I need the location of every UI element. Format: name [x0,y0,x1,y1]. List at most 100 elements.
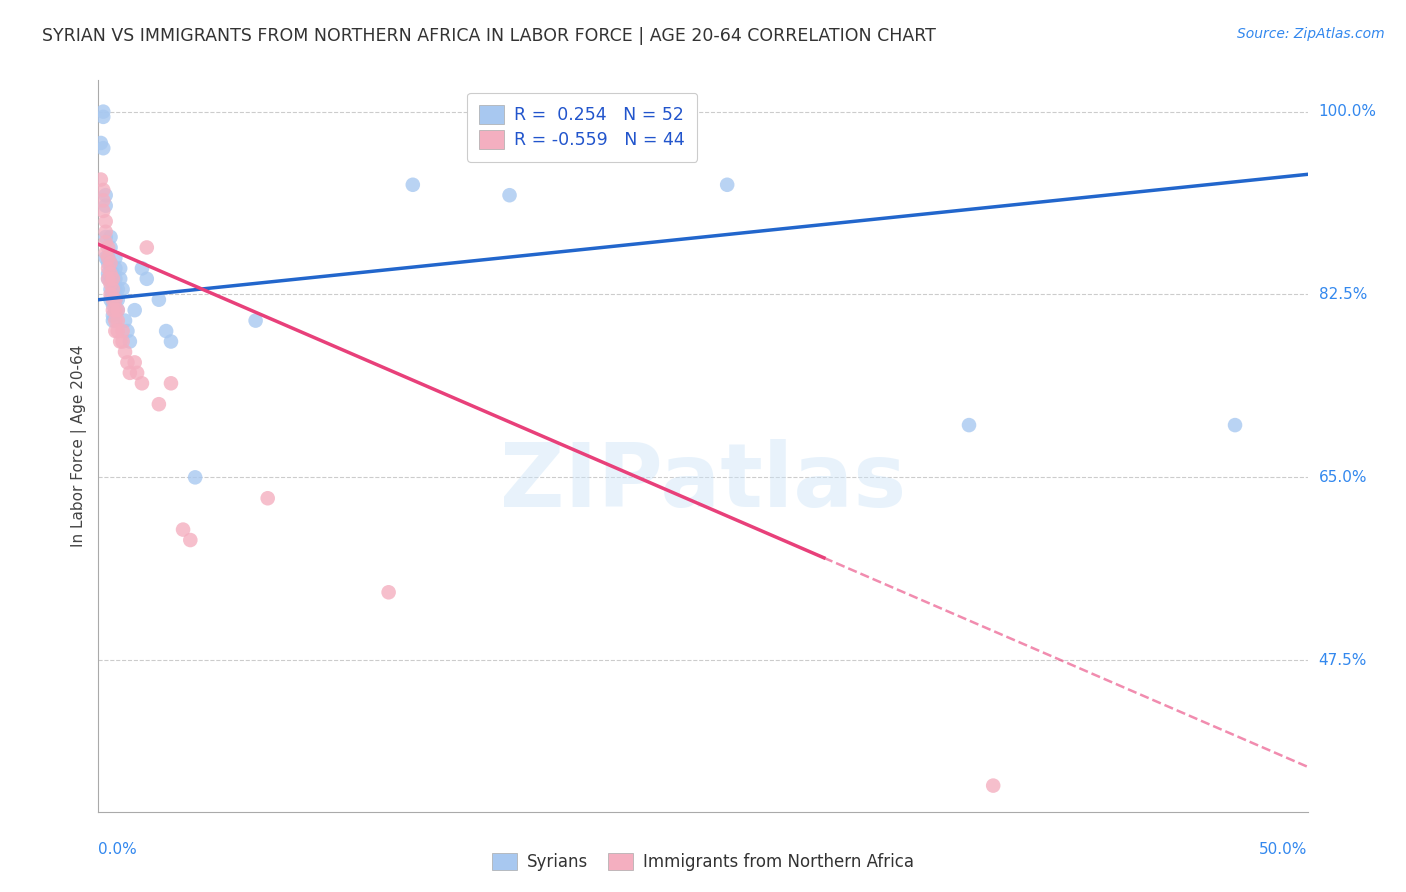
Legend: R =  0.254   N = 52, R = -0.559   N = 44: R = 0.254 N = 52, R = -0.559 N = 44 [467,93,697,161]
Point [256,491,278,506]
Legend: Syrians, Immigrants from Northern Africa: Syrians, Immigrants from Northern Africa [484,845,922,880]
Point [1223,418,1246,433]
Point [91,110,114,124]
Point [108,261,131,276]
Point [94,214,117,228]
Point [179,533,201,547]
Point [117,355,139,369]
Text: 100.0%: 100.0% [1319,104,1376,120]
Text: 50.0%: 50.0% [1260,842,1308,857]
Point [91,104,114,119]
Point [148,397,170,411]
Point [981,779,1004,793]
Point [101,272,124,286]
Point [104,293,127,307]
Point [100,256,122,270]
Point [107,303,129,318]
Point [104,303,127,318]
Point [100,277,122,291]
Point [135,240,157,254]
Point [402,178,425,192]
Point [118,366,141,380]
Point [100,256,122,270]
Point [100,267,122,281]
Point [104,324,127,338]
Point [118,334,141,349]
Text: ZIPatlas: ZIPatlas [501,439,905,526]
Point [101,287,124,301]
Point [104,261,127,276]
Text: 65.0%: 65.0% [1319,470,1367,485]
Point [111,334,134,349]
Point [111,324,134,338]
Point [104,282,127,296]
Point [184,470,207,484]
Point [104,272,127,286]
Point [101,293,124,307]
Point [94,225,117,239]
Point [101,267,124,281]
Point [131,261,153,276]
Point [127,366,149,380]
Point [107,313,129,327]
Point [155,324,177,338]
Point [124,355,146,369]
Point [97,256,120,270]
Point [124,303,146,318]
Point [94,188,117,202]
Point [104,251,127,265]
Point [135,272,157,286]
Point [172,523,194,537]
Point [97,251,120,265]
Point [108,272,131,286]
Point [91,183,114,197]
Point [160,376,183,391]
Point [97,267,120,281]
Point [97,272,120,286]
Point [101,303,124,318]
Point [498,188,520,202]
Point [148,293,170,307]
Point [104,303,127,318]
Text: 47.5%: 47.5% [1319,653,1367,668]
Point [101,313,124,327]
Point [91,141,114,155]
Point [100,272,122,286]
Text: Source: ZipAtlas.com: Source: ZipAtlas.com [1237,27,1385,41]
Point [91,203,114,218]
Text: 82.5%: 82.5% [1319,287,1367,302]
Point [114,313,136,327]
Point [100,230,122,244]
Point [94,235,117,250]
Point [100,287,122,301]
Point [97,251,120,265]
Point [131,376,153,391]
Y-axis label: In Labor Force | Age 20-64: In Labor Force | Age 20-64 [72,345,87,547]
Point [97,272,120,286]
Point [107,303,129,318]
Point [107,282,129,296]
Point [101,309,124,323]
Point [90,172,112,186]
Point [94,230,117,244]
Point [97,240,120,254]
Point [100,240,122,254]
Text: SYRIAN VS IMMIGRANTS FROM NORTHERN AFRICA IN LABOR FORCE | AGE 20-64 CORRELATION: SYRIAN VS IMMIGRANTS FROM NORTHERN AFRIC… [42,27,936,45]
Point [107,324,129,338]
Point [101,298,124,312]
Point [104,313,127,327]
Point [111,282,134,296]
Point [94,251,117,265]
Point [101,282,124,296]
Point [94,245,117,260]
Point [101,277,124,291]
Point [107,293,129,307]
Point [114,345,136,359]
Point [108,334,131,349]
Text: 0.0%: 0.0% [98,842,138,857]
Point [97,261,120,276]
Point [716,178,738,192]
Point [117,324,139,338]
Point [377,585,399,599]
Point [100,293,122,307]
